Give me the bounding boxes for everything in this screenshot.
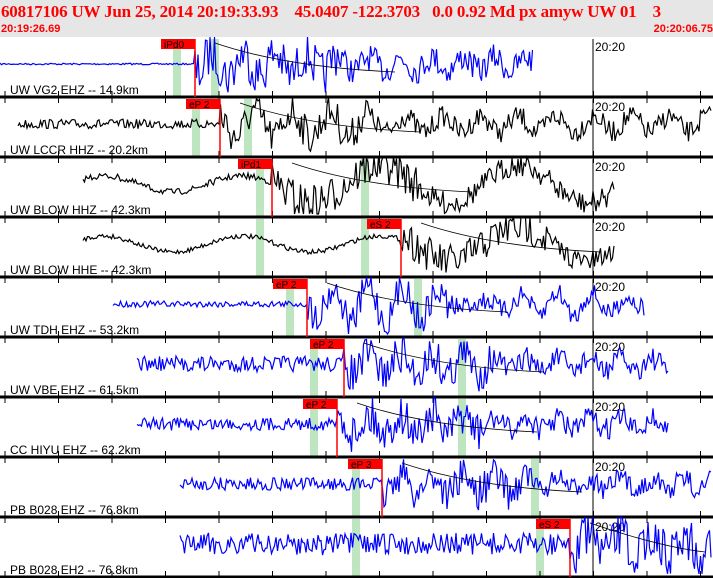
time-marker-label: 20:20 [595,220,625,234]
trace-row[interactable]: 20:20 iPd0 UW VG2 EHZ -- 14.9km [0,37,713,103]
phase-window-band [361,219,369,277]
coda-decay-curve [589,522,706,553]
phase-pick-flag[interactable] [273,279,307,289]
phase-window-band [536,519,544,577]
waveform [82,154,615,215]
station-label: UW TDH EHZ -- 53.2km [10,323,139,337]
phase-pick-label: eS 2 [539,520,560,531]
trace-row[interactable]: 20:20 eP 3 PB B028 EHZ -- 76.8km [0,458,713,523]
phase-window-band [531,459,539,517]
waveform [17,96,712,153]
seismogram-panel[interactable]: 20:20 iPd0 UW VG2 EHZ -- 14.9km 20:20 eP 2 UW… [0,37,713,578]
phase-pick-label: iPd0 [164,40,184,51]
phase-pick-label: eP 3 [351,460,372,471]
time-marker-label: 20:20 [595,160,625,174]
phase-window-band [256,219,264,277]
station-label: UW BLOW HHE -- 42.3km [10,263,151,277]
trace-row[interactable]: 20:20 eP 2 UW LCCR HHZ -- 20.2km [0,96,713,163]
station-label: UW BLOW HHZ -- 42.3km [10,203,151,217]
waveform [179,458,712,511]
phase-window-band [361,159,369,217]
waveform [82,216,615,273]
time-marker-label: 20:20 [595,460,625,474]
phase-pick-label: eP 2 [189,100,210,111]
phase-pick-flag[interactable] [348,459,382,469]
coda-decay-curve [239,102,421,133]
phase-pick-flag[interactable] [161,39,195,49]
phase-window-band [458,339,466,397]
waveform [179,515,712,575]
phase-window-band [256,159,264,217]
time-marker-label: 20:20 [595,400,625,414]
waveform [0,37,534,93]
phase-pick-label: iPd1 [241,160,261,171]
station-label: CC HIYU EHZ -- 62.2km [10,443,141,457]
trace-row[interactable]: 20:20 eP 2 UW TDH EHZ -- 53.2km [0,276,713,343]
event-title: 60817106 UW Jun 25, 2014 20:19:33.93 45.… [1,2,661,21]
phase-window-band [192,99,200,157]
trace-row[interactable]: 20:20 eP 2 CC HIYU EHZ -- 62.2km [0,395,713,463]
station-label: PB B028 EH2 -- 76.8km [10,563,138,577]
phase-pick-label: eP 2 [306,400,327,411]
waveform [112,276,645,336]
station-label: UW VBE EHZ -- 61.5km [10,383,139,397]
phase-pick-label: eP 2 [276,280,297,291]
phase-pick-flag[interactable] [238,159,272,169]
coda-decay-curve [326,282,508,313]
phase-window-band [211,39,219,97]
station-label: PB B028 EHZ -- 76.8km [10,503,139,517]
trace-row[interactable]: 20:20 eS 2 UW BLOW HHE -- 42.3km [0,216,713,283]
phase-pick-label: eP 2 [313,340,334,351]
coda-decay-curve [363,342,545,373]
phase-pick-flag[interactable] [367,219,401,229]
coda-decay-curve [401,462,583,493]
phase-pick-flag[interactable] [186,99,220,109]
station-label: UW VG2 EHZ -- 14.9km [10,83,139,97]
waveform [136,337,669,392]
coda-decay-curve [214,42,396,73]
phase-window-band [286,279,294,337]
waveform [136,395,669,452]
time-marker-label: 20:20 [595,280,625,294]
phase-window-band [173,39,181,97]
station-label: UW LCCR HHZ -- 20.2km [10,143,148,157]
start-time: 20:19:26.69 [1,23,61,35]
time-marker-label: 20:20 [595,100,625,114]
phase-pick-flag[interactable] [303,399,337,409]
trace-row[interactable]: 20:20 iPd1 UW BLOW HHZ -- 42.3km [0,154,713,223]
coda-decay-curve [356,402,538,433]
event-header: 60817106 UW Jun 25, 2014 20:19:33.93 45.… [0,0,713,37]
end-time: 20:20:06.75 [653,23,713,35]
time-marker-label: 20:20 [595,40,625,54]
phase-window-band [352,519,360,577]
coda-decay-curve [420,222,602,253]
phase-pick-flag[interactable] [536,519,570,529]
phase-pick-label: eS 2 [370,220,391,231]
phase-window-band [244,99,252,157]
phase-window-band [352,459,360,517]
coda-decay-curve [291,162,473,193]
phase-pick-flag[interactable] [310,339,344,349]
